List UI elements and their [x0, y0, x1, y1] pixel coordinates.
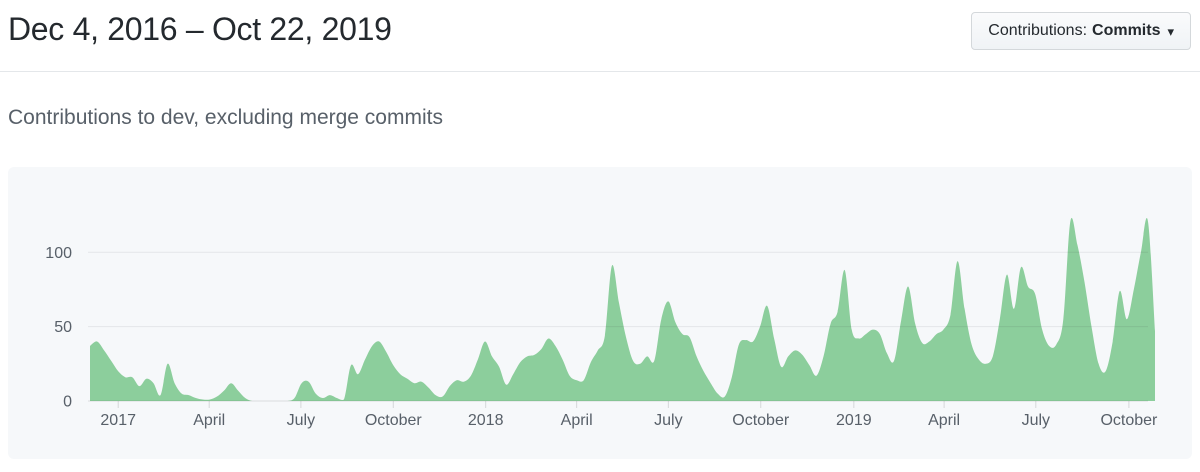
x-axis-label-April: April: [928, 412, 960, 429]
x-axis-label-April: April: [193, 412, 225, 429]
x-axis-label-July: July: [1022, 412, 1050, 429]
contributions-filter-button[interactable]: Contributions: Commits ▾: [971, 12, 1191, 50]
x-axis-label-July: July: [287, 412, 315, 429]
y-axis-label-100: 100: [45, 245, 72, 262]
filter-selected-value: Commits: [1092, 22, 1161, 39]
header: Dec 4, 2016 – Oct 22, 2019 Contributions…: [0, 0, 1200, 72]
x-axis-label-October: October: [732, 412, 790, 429]
x-axis-label-April: April: [561, 412, 593, 429]
y-axis-label-50: 50: [54, 319, 72, 336]
x-axis-label-2017: 2017: [100, 412, 136, 429]
chart-subtitle: Contributions to dev, excluding merge co…: [8, 106, 443, 129]
caret-down-icon: ▾: [1167, 24, 1174, 40]
x-axis-label-2018: 2018: [468, 412, 504, 429]
contributions-chart-card: 0 50 100 2017 April July October 2018 April July O…: [8, 167, 1192, 459]
contributions-area-chart: 0 50 100 2017 April July October 2018 April July O…: [45, 217, 1158, 429]
x-axis-label-October: October: [365, 412, 423, 429]
filter-label: Contributions:: [988, 22, 1088, 39]
y-axis-label-0: 0: [63, 394, 72, 411]
area-series: [90, 217, 1155, 401]
x-axis-label-October: October: [1100, 412, 1158, 429]
x-axis-label-July: July: [654, 412, 682, 429]
page-title: Dec 4, 2016 – Oct 22, 2019: [8, 11, 392, 47]
x-axis-label-2019: 2019: [836, 412, 872, 429]
